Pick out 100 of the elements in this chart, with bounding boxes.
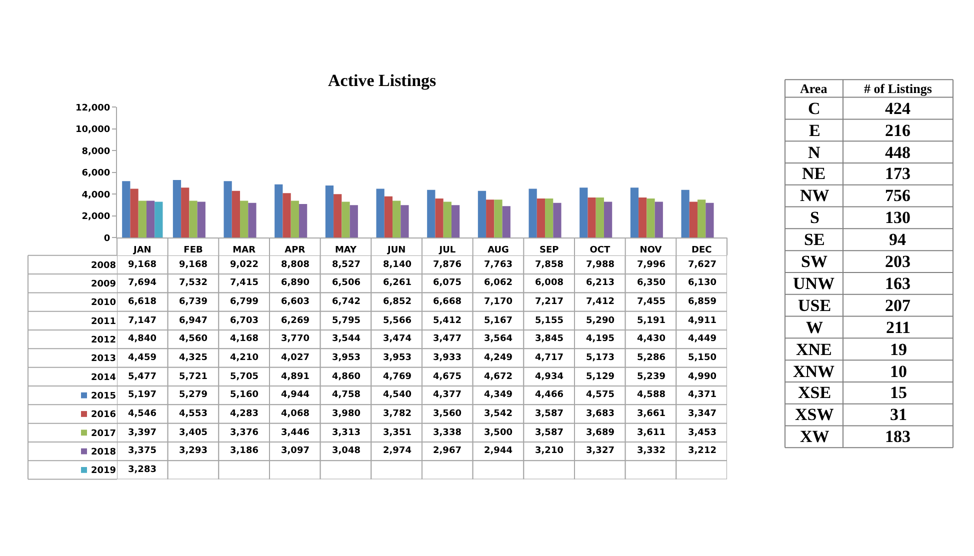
category-label: C xyxy=(808,99,820,118)
text: # of Listings xyxy=(864,81,932,96)
bar xyxy=(706,202,714,238)
data-label: 3,283 xyxy=(128,465,156,475)
y-tick-label: 2015 xyxy=(90,391,116,402)
data-label: 3,782 xyxy=(383,409,412,419)
data-label: 5,412 xyxy=(433,316,462,326)
data-label: 3,446 xyxy=(281,428,310,438)
data-label: 3,048 xyxy=(332,446,360,456)
data-label: 4,430 xyxy=(637,334,666,344)
data-label: 3,453 xyxy=(688,428,716,438)
data-label: 6,603 xyxy=(281,297,310,307)
y-tick-label: 2008 xyxy=(90,260,116,271)
data-label: 211 xyxy=(886,318,911,337)
bar xyxy=(290,200,299,238)
x-tick-label: NOV xyxy=(640,246,662,256)
y-tick-label: 10,000 xyxy=(75,125,110,136)
data-label: 4,371 xyxy=(688,390,716,400)
bar xyxy=(232,190,240,238)
bar xyxy=(638,197,647,238)
data-label: 15 xyxy=(890,383,907,402)
data-label: 10 xyxy=(890,362,907,381)
data-label: 424 xyxy=(885,99,911,118)
data-label: 163 xyxy=(885,274,910,293)
y-tick-label: 8,000 xyxy=(82,146,110,157)
data-label: 5,129 xyxy=(586,372,614,382)
data-label: 3,560 xyxy=(433,409,462,419)
data-label: 7,415 xyxy=(230,278,258,288)
data-label: 7,996 xyxy=(637,260,666,270)
chart-title: Active Listings xyxy=(328,71,437,90)
data-label: 3,210 xyxy=(535,446,564,456)
data-label: 4,588 xyxy=(637,390,666,400)
data-label: 5,150 xyxy=(688,353,716,363)
bar xyxy=(130,188,138,238)
data-label: 4,540 xyxy=(383,390,412,400)
data-label: 5,239 xyxy=(637,372,666,382)
data-label: 4,769 xyxy=(383,372,412,382)
data-label: 4,717 xyxy=(535,353,564,363)
bar xyxy=(342,202,350,238)
data-label: 6,859 xyxy=(688,297,716,307)
data-label: 216 xyxy=(885,121,910,140)
category-label: S xyxy=(810,208,820,227)
category-label: E xyxy=(809,121,820,140)
y-tick-label: 2014 xyxy=(90,372,116,383)
category-label: SW xyxy=(801,252,828,271)
x-tick-label: DEC xyxy=(691,246,712,256)
data-label: 6,947 xyxy=(179,316,208,326)
data-label: 6,213 xyxy=(586,278,614,288)
data-label: 4,860 xyxy=(332,372,360,382)
y-tick-label: 2012 xyxy=(90,336,116,346)
category-label: UNW xyxy=(793,274,835,293)
data-label: 3,212 xyxy=(688,446,716,456)
bar xyxy=(224,181,232,238)
data-label: 4,377 xyxy=(433,390,462,400)
data-label: 6,890 xyxy=(281,278,310,288)
data-label: 6,008 xyxy=(535,278,564,288)
data-label: 6,703 xyxy=(230,316,258,326)
y-tick-label: 0 xyxy=(104,234,110,244)
bar xyxy=(604,202,612,238)
data-label: 3,376 xyxy=(230,428,258,438)
data-label: 4,840 xyxy=(128,334,156,344)
category-label: NW xyxy=(800,186,830,205)
y-tick-label: 2011 xyxy=(90,316,116,327)
data-label: 7,988 xyxy=(586,260,614,270)
bar xyxy=(376,188,384,238)
category-label: XNW xyxy=(793,362,835,381)
data-label: 3,097 xyxy=(281,446,310,456)
bar xyxy=(172,180,182,238)
bar xyxy=(384,196,393,238)
data-label: 5,566 xyxy=(383,316,412,326)
data-label: 7,858 xyxy=(535,260,564,270)
data-label: 31 xyxy=(890,405,907,424)
data-label: 3,661 xyxy=(637,409,666,419)
data-label: 3,542 xyxy=(484,409,512,419)
y-tick-label: 2016 xyxy=(90,410,116,420)
data-label: 7,170 xyxy=(484,297,512,307)
bar xyxy=(630,188,639,238)
data-label: 173 xyxy=(885,164,910,183)
data-label: 6,261 xyxy=(383,278,412,288)
data-label: 3,689 xyxy=(586,428,614,438)
x-tick-label: JUL xyxy=(438,246,456,256)
data-label: 6,075 xyxy=(433,278,462,288)
data-label: 448 xyxy=(885,143,910,162)
data-label: 4,449 xyxy=(688,334,716,344)
data-label: 5,197 xyxy=(128,390,156,400)
bar xyxy=(392,200,401,238)
data-label: 4,575 xyxy=(586,390,614,400)
category-label: NE xyxy=(802,164,826,183)
data-label: 5,160 xyxy=(230,390,258,400)
data-label: 5,705 xyxy=(230,372,258,382)
data-label: 2,974 xyxy=(383,446,412,456)
data-label: 3,347 xyxy=(688,409,716,419)
bar xyxy=(146,200,155,238)
data-label: 3,564 xyxy=(484,334,512,344)
bar xyxy=(334,194,342,238)
bar xyxy=(698,200,706,238)
bar xyxy=(282,193,291,238)
data-label: 4,990 xyxy=(688,372,716,382)
category-label: XNE xyxy=(796,340,832,359)
data-label: 3,933 xyxy=(433,353,462,363)
